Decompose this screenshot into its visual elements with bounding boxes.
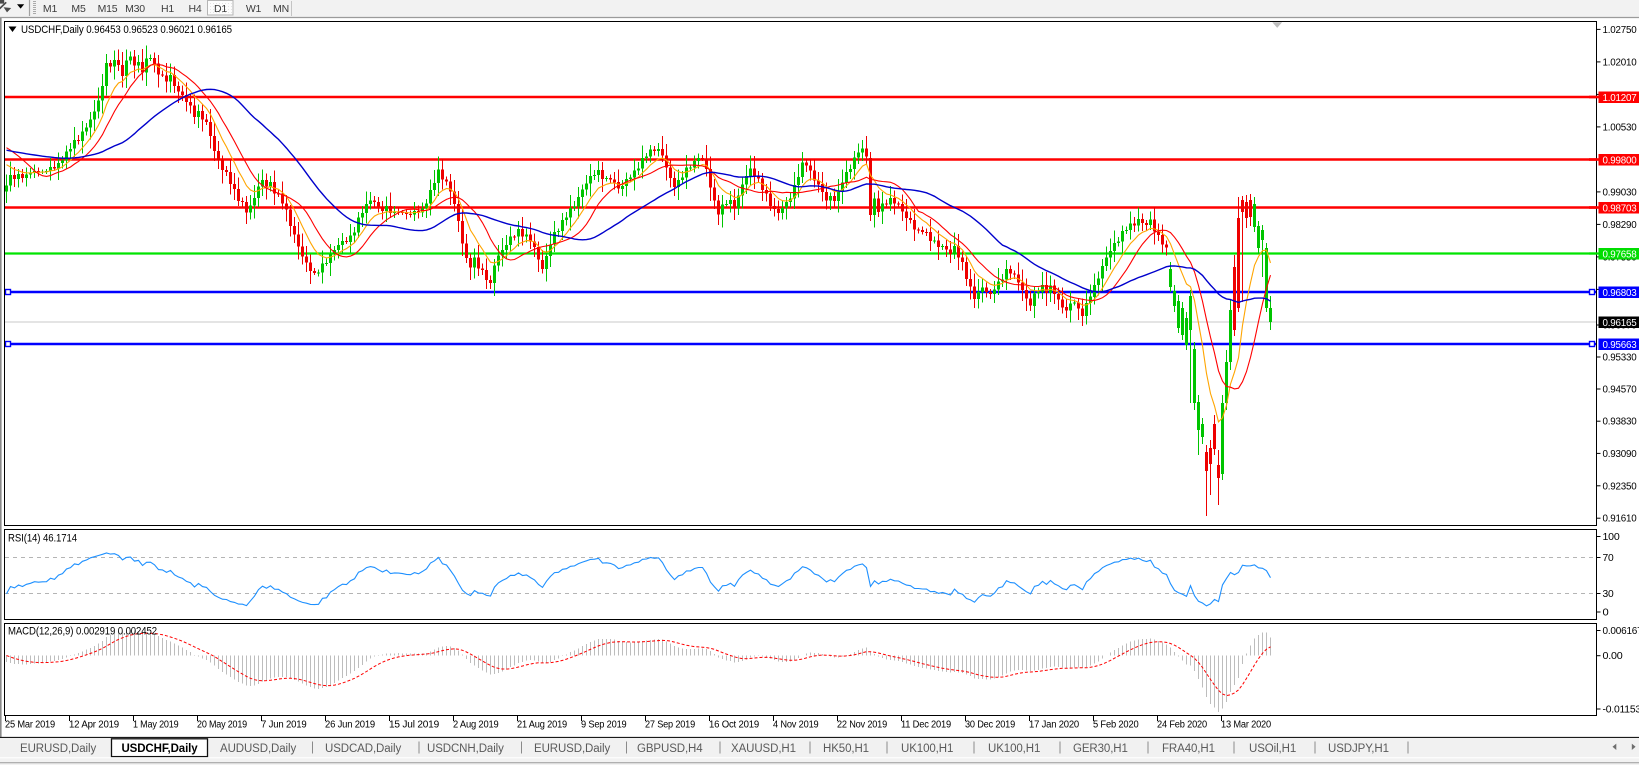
svg-text:9 Sep 2019: 9 Sep 2019 — [581, 720, 627, 731]
svg-text:1.01207: 1.01207 — [1603, 93, 1638, 104]
svg-text:GER30,H1: GER30,H1 — [1073, 743, 1128, 755]
svg-text:XAUUSD,H1: XAUUSD,H1 — [731, 743, 796, 755]
svg-text:USOil,H1: USOil,H1 — [1249, 743, 1296, 755]
svg-text:M5: M5 — [71, 3, 86, 15]
svg-text:MACD(12,26,9) 0.002919 0.00245: MACD(12,26,9) 0.002919 0.002452 — [8, 626, 157, 638]
svg-text:EURUSD,Daily: EURUSD,Daily — [20, 743, 96, 755]
svg-text:0.93090: 0.93090 — [1603, 449, 1638, 460]
svg-text:USDCNH,Daily: USDCNH,Daily — [427, 743, 504, 755]
svg-text:11 Dec 2019: 11 Dec 2019 — [901, 720, 952, 731]
svg-text:M30: M30 — [125, 3, 145, 15]
svg-text:4 Nov 2019: 4 Nov 2019 — [773, 720, 819, 731]
svg-text:1 May 2019: 1 May 2019 — [133, 720, 179, 731]
svg-text:D1: D1 — [214, 3, 227, 15]
svg-text:0.95663: 0.95663 — [1603, 340, 1638, 351]
svg-text:0: 0 — [1603, 608, 1610, 619]
svg-text:0.95330: 0.95330 — [1603, 353, 1638, 364]
svg-text:7 Jun 2019: 7 Jun 2019 — [261, 720, 307, 731]
svg-text:0.99030: 0.99030 — [1603, 187, 1638, 198]
svg-text:H1: H1 — [161, 3, 174, 15]
svg-text:24 Feb 2020: 24 Feb 2020 — [1157, 720, 1208, 731]
svg-text:M15: M15 — [98, 3, 118, 15]
svg-text:UK100,H1: UK100,H1 — [901, 743, 953, 755]
svg-text:RSI(14) 46.1714: RSI(14) 46.1714 — [8, 533, 77, 545]
svg-text:0.96165: 0.96165 — [1603, 318, 1638, 329]
svg-text:2 Aug 2019: 2 Aug 2019 — [453, 720, 499, 731]
svg-text:1.02010: 1.02010 — [1603, 57, 1638, 68]
svg-text:0.98703: 0.98703 — [1603, 203, 1638, 214]
svg-text:USDJPY,H1: USDJPY,H1 — [1328, 743, 1389, 755]
svg-text:0.93830: 0.93830 — [1603, 417, 1638, 428]
svg-text:16 Oct 2019: 16 Oct 2019 — [709, 720, 760, 731]
svg-text:H4: H4 — [188, 3, 201, 15]
svg-text:-0.011531: -0.011531 — [1603, 705, 1639, 716]
svg-text:0.92350: 0.92350 — [1603, 481, 1638, 492]
svg-text:0.99800: 0.99800 — [1603, 155, 1638, 166]
svg-text:1.02750: 1.02750 — [1603, 25, 1638, 36]
svg-text:30 Dec 2019: 30 Dec 2019 — [965, 720, 1016, 731]
svg-text:0.94570: 0.94570 — [1603, 385, 1638, 396]
svg-text:USDCHF,Daily 0.96453 0.96523: USDCHF,Daily 0.96453 0.96523 0.96021 0.9… — [21, 24, 232, 36]
svg-text:1.00530: 1.00530 — [1603, 122, 1638, 133]
svg-text:26 Jun 2019: 26 Jun 2019 — [325, 720, 376, 731]
svg-text:27 Sep 2019: 27 Sep 2019 — [645, 720, 696, 731]
svg-text:0.97658: 0.97658 — [1603, 249, 1638, 260]
svg-text:GBPUSD,H4: GBPUSD,H4 — [637, 743, 703, 755]
svg-text:22 Nov 2019: 22 Nov 2019 — [837, 720, 888, 731]
svg-text:W1: W1 — [246, 3, 262, 15]
svg-text:HK50,H1: HK50,H1 — [823, 743, 869, 755]
svg-text:100: 100 — [1603, 532, 1621, 543]
svg-text:USDCAD,Daily: USDCAD,Daily — [325, 743, 401, 755]
svg-text:M1: M1 — [43, 3, 58, 15]
svg-text:EURUSD,Daily: EURUSD,Daily — [534, 743, 610, 755]
svg-text:21 Aug 2019: 21 Aug 2019 — [517, 720, 568, 731]
svg-text:15 Jul 2019: 15 Jul 2019 — [389, 720, 440, 731]
svg-text:0.006167: 0.006167 — [1603, 626, 1639, 637]
svg-text:17 Jan 2020: 17 Jan 2020 — [1029, 720, 1080, 731]
svg-text:70: 70 — [1603, 553, 1615, 564]
svg-text:0.00: 0.00 — [1603, 651, 1624, 662]
svg-text:20 May 2019: 20 May 2019 — [197, 720, 248, 731]
svg-text:0.96803: 0.96803 — [1603, 288, 1638, 299]
svg-text:AUDUSD,Daily: AUDUSD,Daily — [220, 743, 296, 755]
svg-text:5 Feb 2020: 5 Feb 2020 — [1093, 720, 1139, 731]
svg-text:USDCHF,Daily: USDCHF,Daily — [121, 743, 198, 755]
svg-text:0.91610: 0.91610 — [1603, 514, 1638, 525]
svg-text:13 Mar 2020: 13 Mar 2020 — [1221, 720, 1272, 731]
svg-text:25 Mar 2019: 25 Mar 2019 — [5, 720, 56, 731]
svg-text:0.98290: 0.98290 — [1603, 220, 1638, 231]
svg-text:UK100,H1: UK100,H1 — [988, 743, 1040, 755]
svg-text:12 Apr 2019: 12 Apr 2019 — [69, 720, 120, 731]
svg-text:30: 30 — [1603, 589, 1615, 600]
svg-text:MN: MN — [273, 3, 289, 15]
svg-text:FRA40,H1: FRA40,H1 — [1162, 743, 1215, 755]
